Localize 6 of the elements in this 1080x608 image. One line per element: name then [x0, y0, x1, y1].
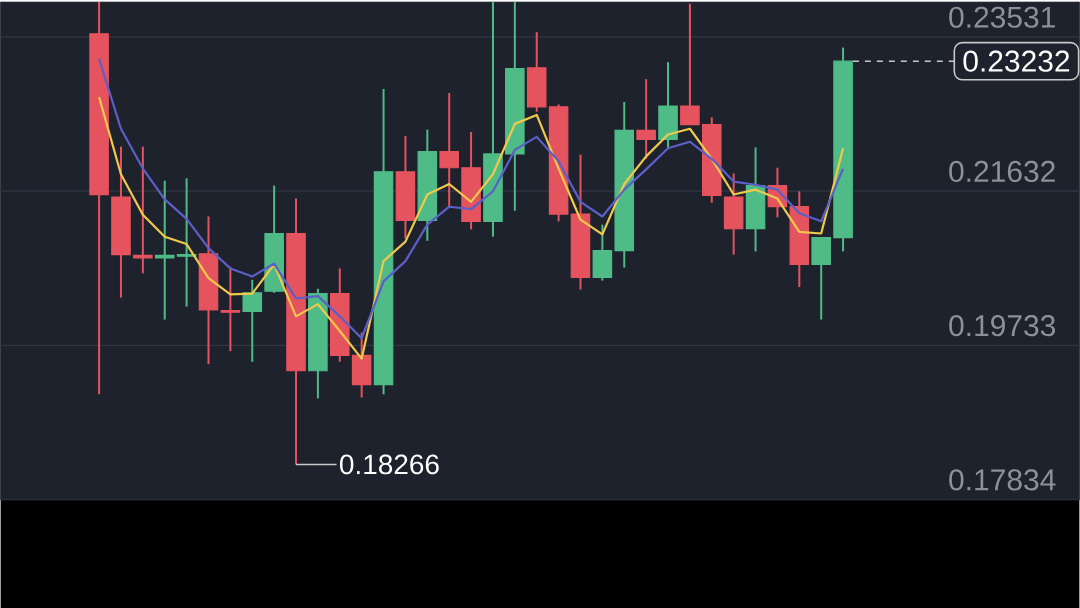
ref-line-label: 0.23232 [963, 50, 1070, 72]
y-tick-label: 0.17834 [949, 469, 1056, 491]
y-tick-label: 0.19733 [949, 314, 1056, 337]
annotation: 0.18266 [340, 454, 439, 475]
y-tick-label: 0.23531 [949, 6, 1055, 28]
y-tick-label: 0.21632 [949, 160, 1055, 182]
